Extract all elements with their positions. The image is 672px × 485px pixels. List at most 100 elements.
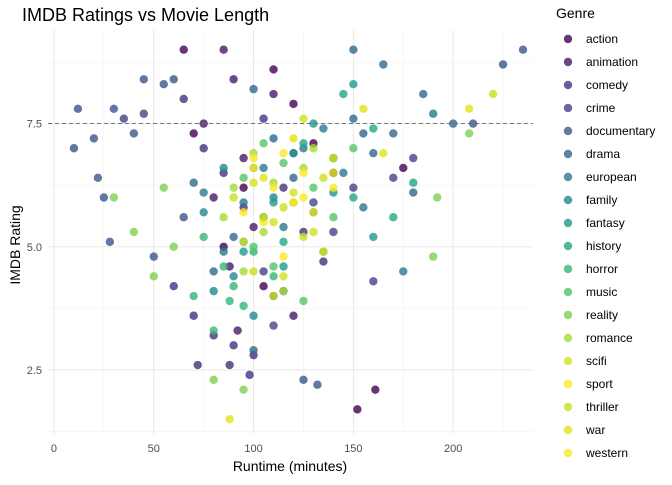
data-point-action [259,281,268,291]
data-point-history [369,124,378,133]
legend-label-documentary: documentary [586,124,655,138]
data-point-documentary [139,75,149,84]
legend-key-thriller [563,402,573,412]
data-point-european [399,267,408,276]
data-point-thriller [249,267,258,276]
legend-label-scifi: scifi [586,354,607,368]
data-point-drama [229,232,238,242]
data-point-music [279,158,288,168]
legend-key-european [563,172,573,182]
data-point-scifi [249,178,258,187]
data-point-sport [279,252,288,261]
data-point-action [289,99,298,109]
data-point-crime [259,267,268,276]
data-point-drama [269,134,278,143]
data-point-scifi [269,217,278,227]
legend-label-action: action [586,32,618,46]
data-point-european [339,168,348,178]
data-point-comedy [279,183,288,192]
data-point-documentary [468,119,478,128]
legend: Genre action animation comedy crime document… [556,5,655,460]
chart-title: IMDB Ratings vs Movie Length [22,5,269,25]
data-point-thriller [279,203,288,212]
data-point-animation [269,89,278,99]
data-point-war [379,148,388,158]
data-point-music [239,173,248,183]
data-point-animation [225,262,234,271]
data-point-family [219,163,228,173]
data-point-drama [419,89,428,99]
data-point-animation [239,153,248,163]
data-point-crime [349,183,358,192]
data-point-horror [229,281,238,291]
data-point-animation [219,45,228,54]
legend-key-scifi [563,356,573,366]
data-point-action [179,45,188,54]
data-point-music [259,139,268,148]
legend-label-horror: horror [586,262,618,276]
data-point-drama [359,129,368,138]
data-point-european [219,247,228,256]
data-point-documentary [299,375,308,385]
data-point-reality [109,193,119,202]
legend-label-fantasy: fantasy [586,216,625,230]
legend-label-european: european [586,170,637,184]
data-point-history [339,89,348,99]
data-point-western [299,193,308,202]
data-point-european [359,203,368,212]
data-point-fantasy [289,148,298,158]
data-point-scifi [289,188,298,197]
legend-key-family [563,195,573,205]
data-point-fantasy [349,79,358,89]
data-point-drama [369,148,378,158]
data-point-crime [309,198,318,207]
x-axis-ticks: 0 50 100 150 200 [51,443,462,455]
data-point-documentary [169,75,178,84]
data-point-action [399,163,408,173]
data-point-reality [239,385,248,394]
data-points [69,45,528,424]
data-point-animation [229,75,238,84]
data-point-music [299,296,308,306]
data-point-history [409,178,418,187]
data-point-drama [379,60,388,69]
data-point-horror [209,326,218,335]
data-point-history [349,193,358,202]
data-point-drama [409,188,418,197]
data-point-reality [429,252,438,261]
legend-label-animation: animation [586,55,638,69]
data-point-drama [249,84,258,94]
data-point-thriller [259,213,268,222]
data-point-family [199,208,208,217]
data-point-war [259,173,268,183]
data-point-comedy [259,114,268,123]
data-point-music [329,213,338,222]
data-point-history [279,237,288,247]
data-point-animation [209,193,218,202]
data-point-comedy [319,257,328,266]
legend-label-music: music [586,285,617,299]
legend-key-documentary [563,126,573,136]
data-point-action [353,405,362,414]
data-point-history [299,139,308,148]
data-point-war [464,104,474,114]
data-point-sport [299,168,308,178]
data-point-fantasy [309,119,318,128]
legend-title: Genre [556,5,595,21]
legend-key-reality [563,310,573,320]
data-point-documentary [89,134,99,143]
data-point-war [359,104,368,114]
legend-label-thriller: thriller [586,400,619,414]
data-point-documentary [105,237,115,247]
legend-key-crime [563,103,573,113]
data-point-fantasy [269,198,278,207]
data-point-documentary [73,104,83,114]
data-point-documentary [129,129,139,138]
data-point-scifi [309,227,318,237]
data-point-comedy [229,341,238,350]
legend-key-war [563,425,573,435]
data-point-crime [139,109,149,118]
legend-key-drama [563,149,573,159]
data-point-history [389,213,398,222]
